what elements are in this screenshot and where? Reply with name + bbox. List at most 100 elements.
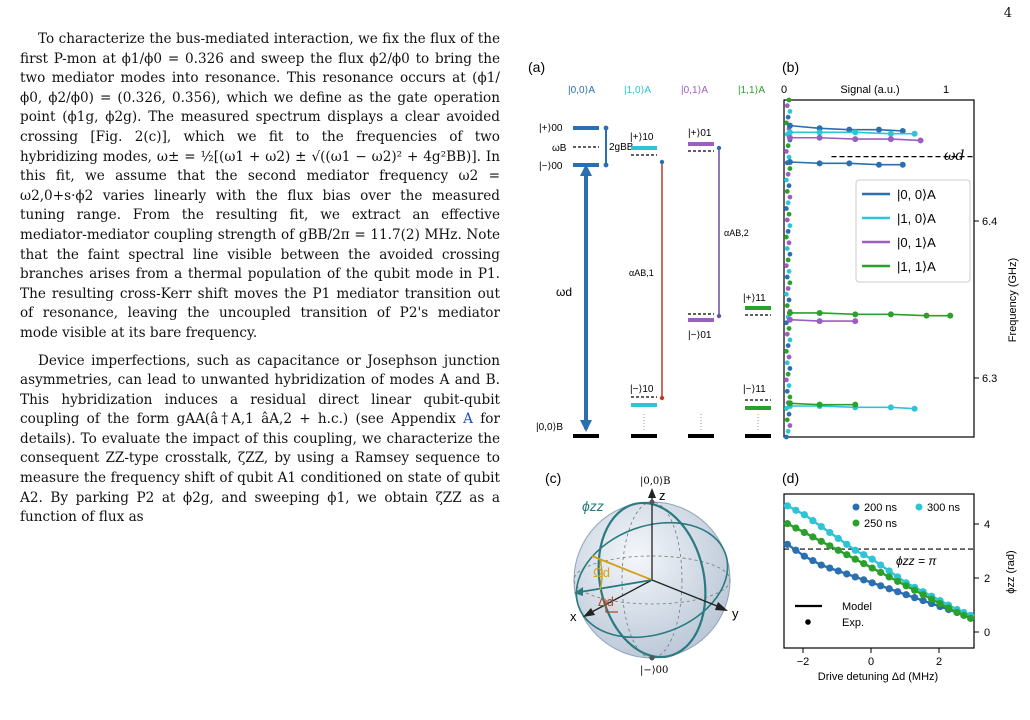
phi-ring [597, 501, 707, 659]
exp-point [919, 591, 927, 599]
exp-point [885, 573, 893, 581]
bloch-omega-label: Ωd [593, 565, 610, 580]
exp-point [843, 570, 851, 578]
label-omega-d: ωd [556, 285, 572, 299]
panel-d-ylabel: ϕzz (rad) [1005, 550, 1017, 593]
baseline-point [786, 354, 792, 360]
exp-point [826, 564, 834, 572]
exp-point [911, 586, 919, 594]
panel-b-legend: |0, 0⟩A |1, 0⟩A |0, 1⟩A |1, 1⟩A [855, 179, 971, 283]
exp-point [885, 585, 893, 593]
baseline-point [784, 360, 790, 366]
exp-point [953, 608, 961, 617]
panel-c-label: (c) [545, 470, 561, 486]
exp-point [843, 551, 851, 559]
baseline-point [787, 394, 793, 400]
baseline-point [783, 234, 789, 240]
exp-point [817, 522, 825, 531]
spectrum-fit-segment [819, 136, 856, 140]
exp-point [809, 557, 817, 565]
baseline-point [785, 343, 791, 349]
header-10: |1,0⟩A [624, 85, 651, 96]
label-plus-01: |+⟩01 [688, 128, 712, 139]
exp-point [860, 551, 868, 559]
exp-point [868, 579, 876, 587]
spectrum-fit-segment [789, 318, 820, 322]
label-minus-01: |−⟩01 [688, 330, 712, 341]
panel-b-ytick-64: 6.4 [982, 216, 997, 228]
omega-arc [599, 559, 603, 591]
spectrum-fit-segment [819, 312, 856, 316]
baseline-point [786, 411, 792, 417]
baseline-point [784, 217, 790, 223]
exp-point [927, 595, 936, 603]
baseline-point [787, 280, 793, 286]
baseline-point [783, 377, 789, 383]
baseline-point [787, 366, 793, 371]
header-01: |0,1⟩A [681, 85, 708, 96]
paragraph-part-1: Device imperfections, such as capacitanc… [20, 352, 500, 428]
exp-point [936, 599, 944, 608]
baseline-point [786, 154, 792, 160]
baseline-point [784, 417, 790, 423]
label-plus-00: |+⟩00 [539, 123, 563, 134]
baseline-point [785, 171, 791, 177]
baseline-point [783, 348, 789, 354]
spectrum-fit-segment [890, 138, 921, 142]
exp-point [783, 520, 791, 528]
drive-arrow-head-up [580, 164, 592, 176]
exp-point [868, 555, 876, 563]
label-minus-11: |−⟩11 [743, 384, 766, 395]
panel-b-frame [783, 99, 975, 438]
legend-300ns: 300 ns [927, 502, 961, 514]
baseline-point [786, 211, 792, 217]
label-minus-00: |−⟩00 [539, 161, 563, 172]
baseline-point [784, 331, 790, 337]
x-arrow [583, 608, 595, 617]
panel-d-legend: 200 ns 300 ns 250 ns Model Exp. [795, 502, 961, 629]
panel-a-headers: |0,0⟩A |1,0⟩A |0,1⟩A |1,1⟩A [568, 85, 765, 96]
spectrum-fit-segment [789, 402, 820, 406]
baseline-point [783, 434, 789, 440]
panel-d-ytick-4: 4 [984, 519, 990, 531]
baseline-point [787, 423, 793, 428]
panel-d-ticks [802, 523, 979, 653]
label-plus-10: |+⟩10 [630, 132, 654, 143]
bloch-z-label: z [659, 488, 666, 503]
baseline-point [787, 109, 793, 114]
label-alpha1: αAB,1 [629, 268, 654, 278]
z-arrow [648, 488, 656, 498]
delta-arc [605, 600, 618, 613]
body-text: To characterize the bus-mediated interac… [20, 30, 500, 536]
ground-dots [643, 414, 759, 430]
spectrum-fit-segment [849, 162, 880, 166]
panel-b-xtick-0: 0 [781, 84, 787, 96]
baseline-point [787, 194, 793, 200]
exp-point [834, 546, 842, 554]
exp-point [885, 567, 893, 575]
label-2gbb: 2gBB [609, 142, 634, 153]
baseline-point [786, 326, 792, 331]
label-minus-10: |−⟩10 [630, 384, 654, 395]
exp-point [783, 502, 791, 510]
bloch-x-label: x [570, 609, 577, 624]
appendix-link[interactable]: A [463, 411, 473, 428]
baseline-point [785, 143, 791, 149]
panel-b-omega-d: ωd [944, 148, 964, 164]
baseline-point [784, 303, 790, 309]
paragraph-avoided-crossing: To characterize the bus-mediated interac… [20, 31, 500, 341]
panel-b-label: (b) [782, 59, 799, 75]
tilt-ring [575, 521, 729, 639]
legend-200ns: 200 ns [864, 502, 898, 514]
exp-point [851, 555, 859, 563]
exp-point [800, 528, 808, 537]
exp-point [800, 511, 808, 519]
spectrum-fit-segment [878, 128, 903, 132]
exp-point [851, 546, 859, 554]
baseline-point [786, 297, 792, 303]
equator [573, 555, 731, 605]
panel-d-xtick-2: 2 [936, 656, 942, 668]
panel-d-label: (d) [782, 470, 799, 486]
panel-d-xtick-m2: −2 [797, 656, 810, 668]
paragraph-part-2: for details). To evaluate the impact of … [20, 411, 500, 526]
